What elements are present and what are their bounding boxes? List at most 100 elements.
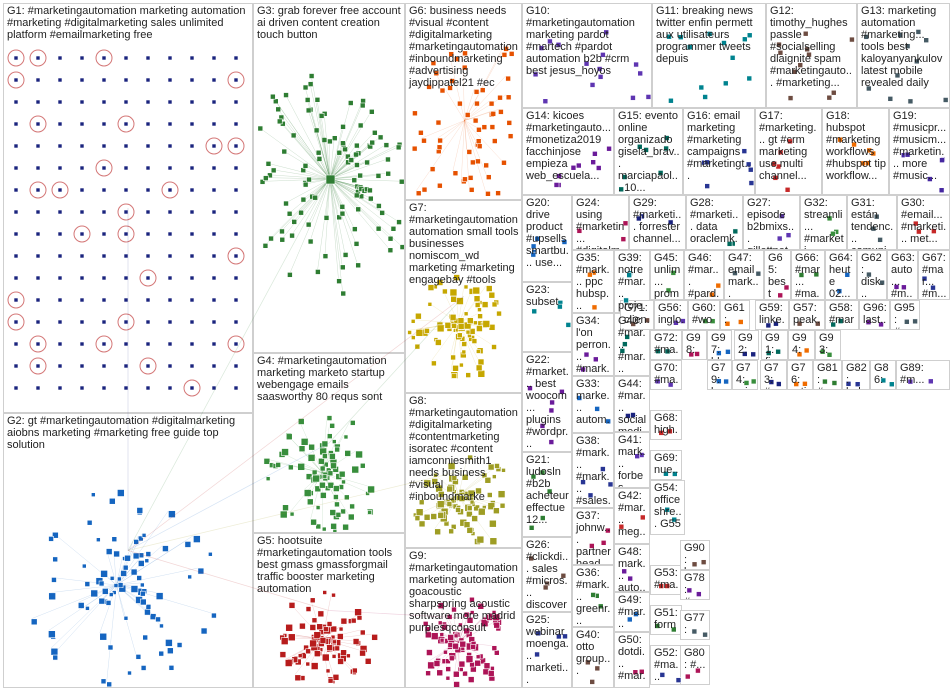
group-g92-nodes bbox=[741, 351, 757, 358]
group-g8-label: G8: #marketingautomation #digitalmarketi… bbox=[409, 395, 521, 503]
group-g11-label: G11: breaking news twitter enfin permett… bbox=[656, 5, 757, 65]
graph-node bbox=[13, 385, 19, 391]
graph-node bbox=[79, 341, 85, 347]
graph-node bbox=[101, 209, 107, 215]
graph-node bbox=[79, 319, 85, 325]
graph-node bbox=[421, 137, 427, 144]
graph-edge bbox=[309, 83, 331, 180]
graph-node bbox=[101, 341, 107, 347]
graph-node bbox=[783, 284, 790, 291]
graph-edge bbox=[427, 302, 459, 324]
graph-node bbox=[722, 80, 729, 87]
graph-node bbox=[145, 363, 151, 369]
graph-node bbox=[339, 264, 346, 271]
graph-node bbox=[340, 290, 347, 297]
graph-node bbox=[437, 602, 445, 609]
graph-node bbox=[233, 209, 239, 215]
graph-node bbox=[476, 126, 482, 133]
group-g13-label: G13: marketing automation #marketing... … bbox=[861, 5, 946, 89]
graph-node bbox=[831, 380, 838, 386]
graph-node bbox=[436, 144, 443, 151]
graph-node bbox=[35, 253, 41, 259]
group-g10-nodes bbox=[532, 29, 651, 105]
group-g3: G3: grab forever free account ai driven … bbox=[253, 3, 405, 353]
graph-node-ring bbox=[227, 137, 245, 155]
graph-node bbox=[618, 186, 624, 193]
graph-node bbox=[423, 479, 432, 488]
group-g3-nodes bbox=[257, 73, 404, 297]
group-g89: G89: #m... bbox=[896, 360, 950, 390]
group-g36-label: G36: #mark... greenr... power... bbox=[576, 567, 611, 627]
graph-node bbox=[501, 52, 508, 58]
graph-node bbox=[340, 508, 346, 515]
graph-node bbox=[322, 474, 328, 479]
graph-node bbox=[626, 272, 632, 278]
graph-node bbox=[167, 77, 173, 83]
group-g56-label: G56: inglo... bbox=[658, 302, 685, 329]
group-g49-label: G49: #mar... tips... bbox=[618, 594, 646, 631]
group-g19-nodes bbox=[900, 151, 946, 194]
graph-node-ring bbox=[227, 247, 245, 265]
graph-node bbox=[802, 30, 809, 37]
graph-node bbox=[305, 648, 311, 655]
graph-node bbox=[168, 510, 176, 518]
graph-node bbox=[437, 512, 445, 519]
graph-node bbox=[639, 514, 646, 521]
graph-node bbox=[130, 585, 139, 593]
graph-node bbox=[666, 33, 672, 40]
graph-node bbox=[377, 134, 384, 141]
graph-node bbox=[663, 135, 670, 141]
graph-node-ring bbox=[7, 313, 25, 331]
graph-node bbox=[321, 526, 327, 532]
graph-node bbox=[546, 488, 553, 495]
group-g81: G81: #ar... bbox=[813, 360, 842, 390]
graph-edge bbox=[269, 174, 331, 180]
graph-node bbox=[329, 453, 336, 460]
group-g2-nodes bbox=[30, 489, 217, 687]
graph-node bbox=[927, 176, 933, 182]
graph-node bbox=[448, 528, 454, 535]
graph-node bbox=[670, 626, 677, 633]
graph-node-ring bbox=[205, 137, 223, 155]
graph-edge bbox=[307, 178, 331, 225]
graph-node bbox=[101, 55, 107, 61]
graph-node bbox=[477, 307, 482, 312]
graph-node bbox=[290, 132, 297, 139]
graph-node bbox=[340, 140, 346, 147]
graph-node bbox=[145, 551, 152, 557]
graph-edge bbox=[322, 453, 330, 473]
graph-node bbox=[308, 73, 315, 79]
graph-node bbox=[167, 319, 173, 325]
group-g30-nodes bbox=[912, 220, 937, 235]
graph-node bbox=[57, 209, 63, 215]
graph-edge bbox=[329, 178, 379, 206]
graph-node bbox=[336, 149, 343, 156]
graph-node bbox=[732, 270, 738, 276]
graph-node bbox=[263, 458, 271, 465]
graph-edge bbox=[277, 108, 331, 180]
group-g11-nodes bbox=[666, 31, 753, 104]
graph-node bbox=[456, 297, 464, 305]
group-g98-nodes bbox=[688, 351, 700, 358]
graph-node bbox=[461, 341, 468, 347]
graph-node bbox=[826, 351, 833, 358]
group-g21: G21: ludosln #b2b acheteur effectue 12..… bbox=[522, 452, 572, 537]
graph-node bbox=[352, 667, 358, 674]
graph-node bbox=[455, 507, 461, 513]
group-g70: G70: #ma... bbox=[650, 360, 682, 390]
graph-node bbox=[433, 660, 441, 667]
graph-node bbox=[436, 500, 445, 508]
graph-node bbox=[327, 138, 333, 145]
graph-node bbox=[167, 209, 173, 215]
graph-node bbox=[667, 219, 674, 226]
graph-node bbox=[556, 633, 562, 640]
graph-edge bbox=[329, 178, 367, 190]
group-g97-nodes bbox=[716, 349, 731, 356]
graph-node bbox=[101, 319, 107, 325]
graph-edge bbox=[273, 169, 331, 180]
graph-edge bbox=[322, 470, 340, 474]
graph-node bbox=[796, 320, 803, 327]
graph-node bbox=[127, 670, 132, 676]
graph-edge bbox=[458, 627, 464, 643]
graph-node bbox=[466, 527, 474, 534]
